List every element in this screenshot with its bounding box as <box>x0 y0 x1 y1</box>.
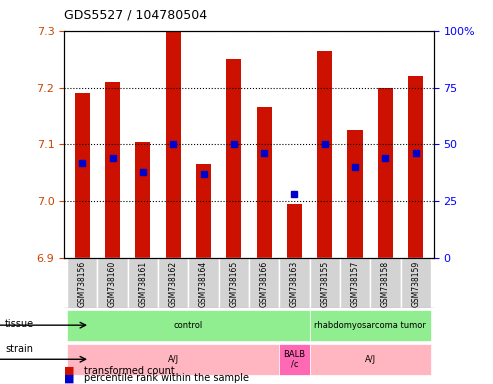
FancyBboxPatch shape <box>400 258 431 308</box>
FancyBboxPatch shape <box>279 344 310 375</box>
Text: GSM738155: GSM738155 <box>320 261 329 307</box>
FancyBboxPatch shape <box>219 258 249 308</box>
Text: GSM738163: GSM738163 <box>290 261 299 307</box>
FancyBboxPatch shape <box>279 258 310 308</box>
Text: control: control <box>174 321 203 329</box>
Bar <box>196 164 211 258</box>
Text: GSM738164: GSM738164 <box>199 261 208 307</box>
Text: ■: ■ <box>64 366 74 376</box>
FancyBboxPatch shape <box>188 258 219 308</box>
FancyBboxPatch shape <box>128 258 158 308</box>
Text: GSM738166: GSM738166 <box>260 261 269 307</box>
Text: BALB
/c: BALB /c <box>283 349 306 369</box>
Text: ■: ■ <box>64 373 74 383</box>
Text: GSM738156: GSM738156 <box>78 261 87 307</box>
Text: A/J: A/J <box>365 355 376 364</box>
FancyBboxPatch shape <box>370 258 400 308</box>
FancyBboxPatch shape <box>310 310 431 341</box>
Text: GSM738161: GSM738161 <box>139 261 147 307</box>
Text: GSM738160: GSM738160 <box>108 261 117 307</box>
Bar <box>226 59 242 258</box>
Text: percentile rank within the sample: percentile rank within the sample <box>84 373 249 383</box>
Text: GSM738158: GSM738158 <box>381 261 390 307</box>
Bar <box>75 93 90 258</box>
Text: transformed count: transformed count <box>84 366 175 376</box>
Text: GSM738159: GSM738159 <box>411 261 420 307</box>
FancyBboxPatch shape <box>67 258 98 308</box>
Text: rhabdomyosarcoma tumor: rhabdomyosarcoma tumor <box>314 321 426 329</box>
Text: strain: strain <box>5 344 33 354</box>
Bar <box>317 51 332 258</box>
Text: GSM738165: GSM738165 <box>229 261 238 307</box>
Bar <box>378 88 393 258</box>
Bar <box>135 142 150 258</box>
FancyBboxPatch shape <box>310 344 431 375</box>
Bar <box>166 31 181 258</box>
Bar <box>348 130 363 258</box>
Text: A/J: A/J <box>168 355 179 364</box>
FancyBboxPatch shape <box>158 258 188 308</box>
FancyBboxPatch shape <box>249 258 279 308</box>
Text: GSM738162: GSM738162 <box>169 261 177 307</box>
Bar <box>287 204 302 258</box>
Text: GSM738157: GSM738157 <box>351 261 359 307</box>
Bar <box>105 82 120 258</box>
Text: GDS5527 / 104780504: GDS5527 / 104780504 <box>64 8 207 21</box>
FancyBboxPatch shape <box>67 344 279 375</box>
FancyBboxPatch shape <box>98 258 128 308</box>
Text: tissue: tissue <box>5 319 34 329</box>
Bar <box>408 76 423 258</box>
FancyBboxPatch shape <box>310 258 340 308</box>
FancyBboxPatch shape <box>340 258 370 308</box>
FancyBboxPatch shape <box>67 310 310 341</box>
Bar <box>256 108 272 258</box>
